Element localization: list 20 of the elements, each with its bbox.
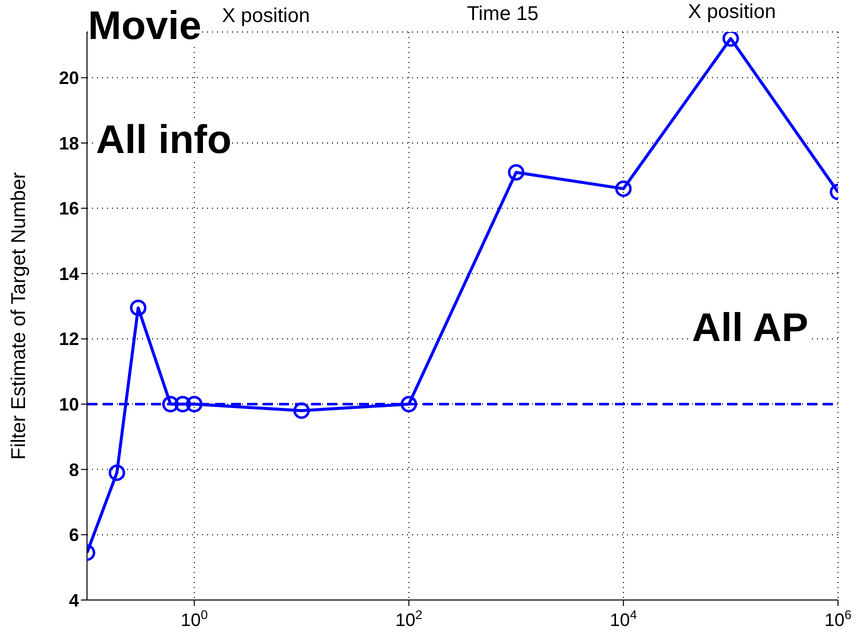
x-tick-label: 10$^{4}$ [610,608,637,630]
x-tick-label: 10$^{2}$ [395,608,422,630]
y-tick-label: 12 [58,329,79,350]
y-tick-label: 14 [58,264,79,284]
annotation: All info [96,118,232,162]
x-tick-label: 10$^{0}$ [180,608,208,630]
y-axis-title: Filter Estimate of Target Number [8,172,30,460]
y-tick-label: 8 [68,460,79,480]
x-tick-label: 10$^{6}$ [824,608,852,630]
annotation: All AP [692,306,808,350]
text: X position [222,5,310,27]
annotation: Movie [88,4,202,48]
y-tick-label: 20 [58,68,79,88]
y-tick-label: 16 [58,198,79,219]
text: X position [688,1,776,23]
y-tick-label: 18 [58,133,79,154]
y-tick-label: 6 [68,525,79,546]
y-tick-label: 10 [58,394,79,415]
y-tick-label: 4 [68,590,79,610]
text: Time 15 [467,3,539,25]
